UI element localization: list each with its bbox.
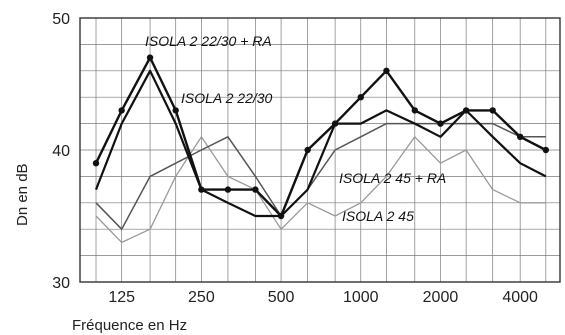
data-point: [542, 146, 550, 154]
y-tick-label: 40: [52, 143, 70, 160]
series-label-isola-22-30: ISOLA 2 22/30: [181, 90, 273, 106]
data-point: [331, 120, 339, 127]
series-label-isola-22-30-ra: ISOLA 2 22/30 + RA: [145, 33, 272, 49]
data-point: [118, 107, 125, 114]
data-point: [357, 94, 364, 101]
data-point: [277, 212, 285, 220]
x-tick-label: 125: [108, 289, 135, 306]
series-label-isola-45-ra: ISOLA 2 45 + RA: [339, 170, 446, 186]
tick-labels: 30 40 50 125 250 500 1000 2000 4000: [52, 11, 538, 306]
data-point: [146, 54, 154, 61]
series-layer: [92, 54, 550, 244]
plot-frame: [79, 17, 561, 283]
data-point: [92, 160, 100, 167]
series-line: [95, 122, 546, 230]
series-label-isola-45: ISOLA 2 45: [342, 208, 414, 224]
series-line: [95, 136, 546, 244]
data-point: [198, 186, 205, 193]
x-tick-label: 2000: [423, 289, 459, 306]
data-point: [224, 186, 232, 193]
data-point: [462, 107, 470, 114]
y-tick-label: 30: [52, 275, 70, 292]
data-point: [304, 146, 311, 154]
data-point: [437, 120, 444, 127]
data-point: [172, 107, 179, 114]
y-axis-title: Dn en dB: [14, 163, 31, 226]
x-axis-title: Fréquence en Hz: [72, 317, 187, 334]
x-tick-label: 500: [268, 289, 295, 306]
data-point: [516, 133, 524, 140]
data-point: [383, 67, 390, 75]
data-point: [411, 107, 419, 114]
data-point: [489, 107, 496, 114]
x-tick-label: 4000: [502, 289, 538, 306]
y-tick-label: 50: [52, 11, 70, 28]
x-tick-label: 250: [188, 289, 215, 306]
data-point: [252, 186, 259, 193]
x-tick-label: 1000: [343, 289, 379, 306]
series-line: [94, 69, 547, 218]
series-line: [94, 56, 547, 218]
